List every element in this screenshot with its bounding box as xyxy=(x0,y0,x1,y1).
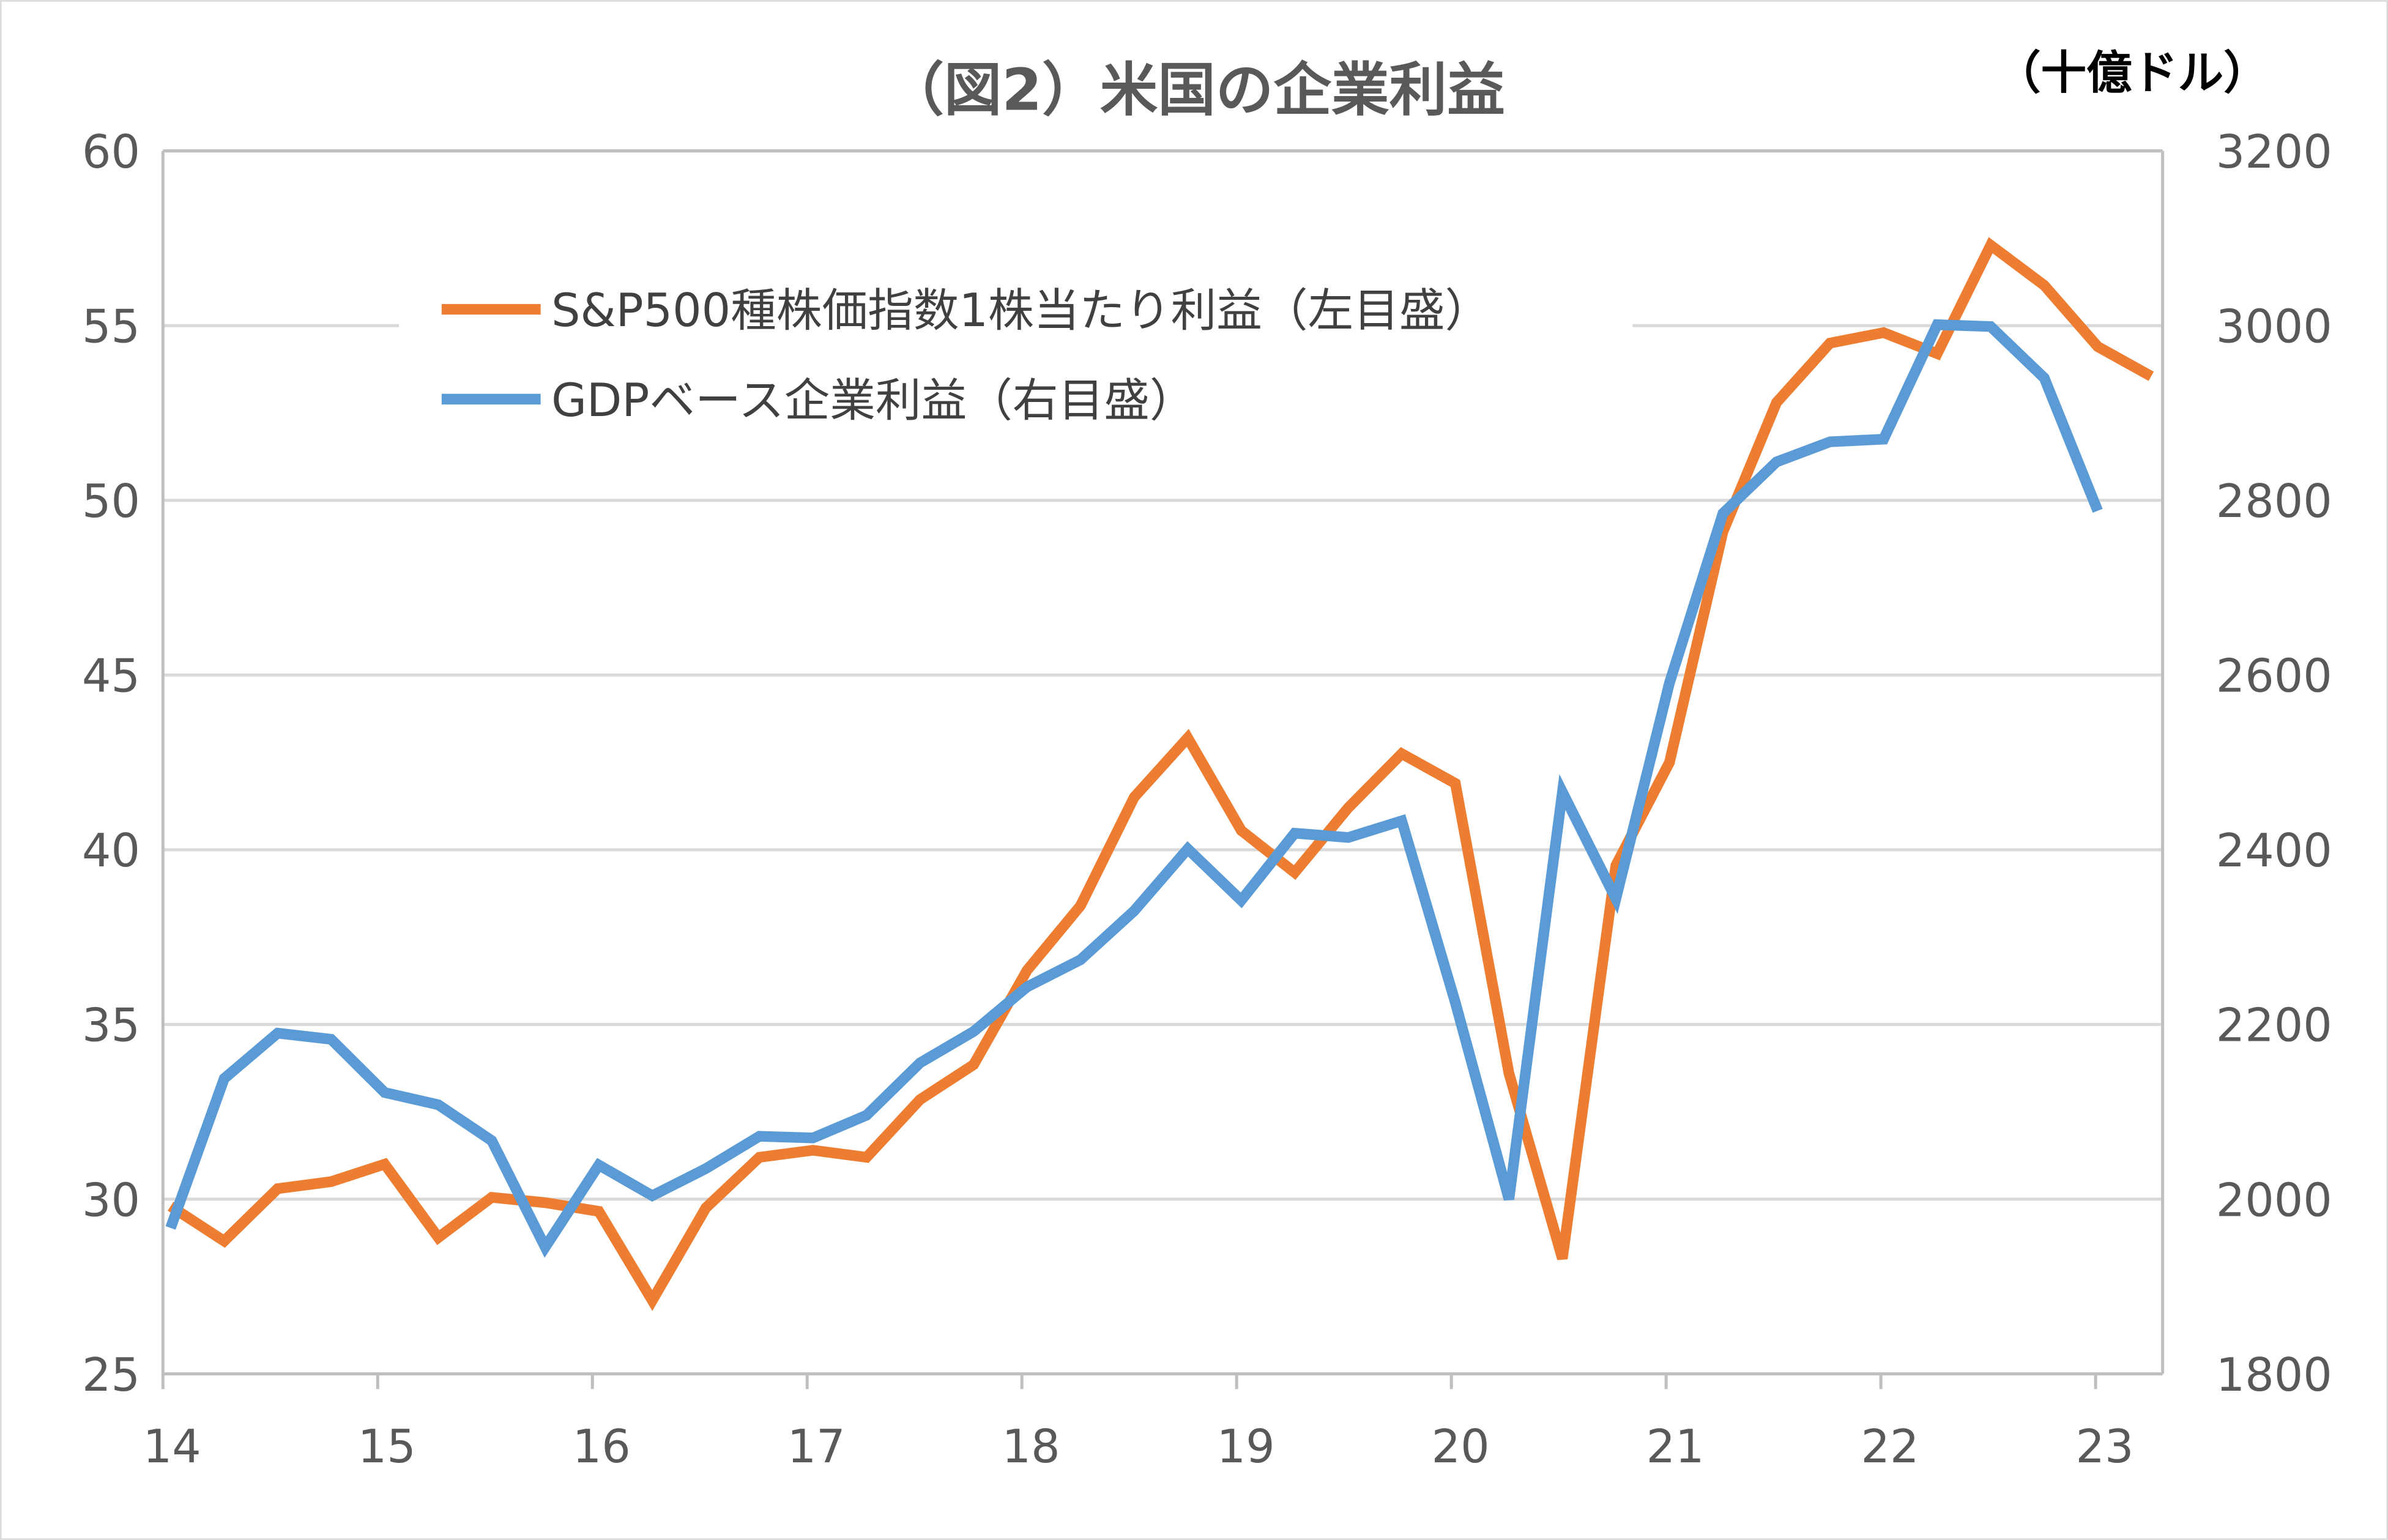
left-tick-label: 25 xyxy=(82,1348,140,1402)
legend: S&P500種株価指数1株当たり利益（左目盛） GDPベース企業利益（右目盛） xyxy=(399,271,1633,442)
x-tick-label: 21 xyxy=(1646,1420,1705,1473)
legend-label-sp500: S&P500種株価指数1株当たり利益（左目盛） xyxy=(551,284,1490,337)
chart-title: （図2）米国の企業利益 xyxy=(886,56,1505,124)
left-tick-label: 30 xyxy=(82,1174,140,1227)
right-tick-label: 1800 xyxy=(2216,1348,2332,1402)
right-tick-label: 3200 xyxy=(2216,125,2332,179)
x-tick-label: 19 xyxy=(1217,1420,1275,1473)
left-tick-label: 45 xyxy=(82,650,140,703)
series-line-sp500-eps xyxy=(168,237,2154,1311)
legend-label-gdp: GDPベース企業利益（右目盛） xyxy=(551,374,1196,427)
left-tick-label: 60 xyxy=(82,125,140,179)
x-tick-label: 14 xyxy=(143,1420,201,1473)
right-axis-unit: （十億ドル） xyxy=(1995,46,2269,100)
left-tick-label: 50 xyxy=(82,475,140,528)
x-tick-label: 23 xyxy=(2076,1420,2134,1473)
x-tick-label: 20 xyxy=(1432,1420,1490,1473)
right-tick-label: 2600 xyxy=(2216,650,2332,703)
left-tick-label: 55 xyxy=(82,300,140,354)
series-line-gdp-profits xyxy=(165,319,2103,1258)
x-tick-label: 22 xyxy=(1861,1420,1919,1473)
x-tick-label: 15 xyxy=(358,1420,416,1473)
right-tick-label: 3000 xyxy=(2216,300,2332,354)
x-tick-label: 16 xyxy=(573,1420,631,1473)
right-tick-label: 2000 xyxy=(2216,1174,2332,1227)
x-tick-label: 17 xyxy=(787,1420,846,1473)
legend-background xyxy=(399,271,1633,442)
x-tick-label: 18 xyxy=(1002,1420,1060,1473)
right-tick-label: 2800 xyxy=(2216,475,2332,528)
right-tick-label: 2200 xyxy=(2216,999,2332,1052)
left-tick-label: 40 xyxy=(82,824,140,877)
left-tick-label: 35 xyxy=(82,999,140,1052)
right-tick-label: 2400 xyxy=(2216,824,2332,877)
